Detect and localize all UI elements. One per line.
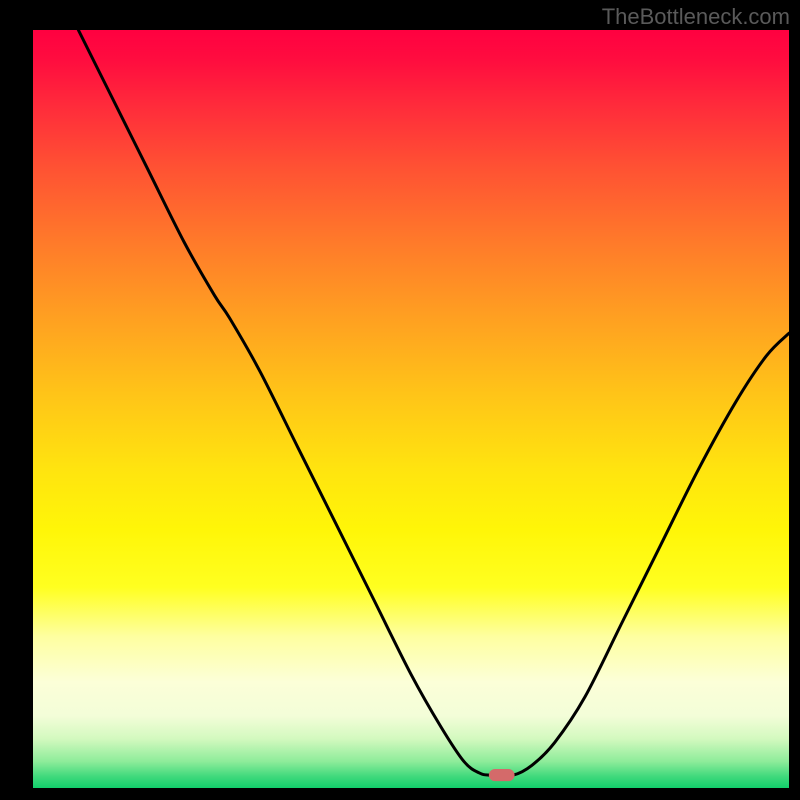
plot-area (33, 30, 789, 788)
chart-container: TheBottleneck.com (0, 0, 800, 800)
optimal-marker (489, 769, 515, 781)
watermark-text: TheBottleneck.com (602, 4, 790, 30)
plot-svg (33, 30, 789, 788)
